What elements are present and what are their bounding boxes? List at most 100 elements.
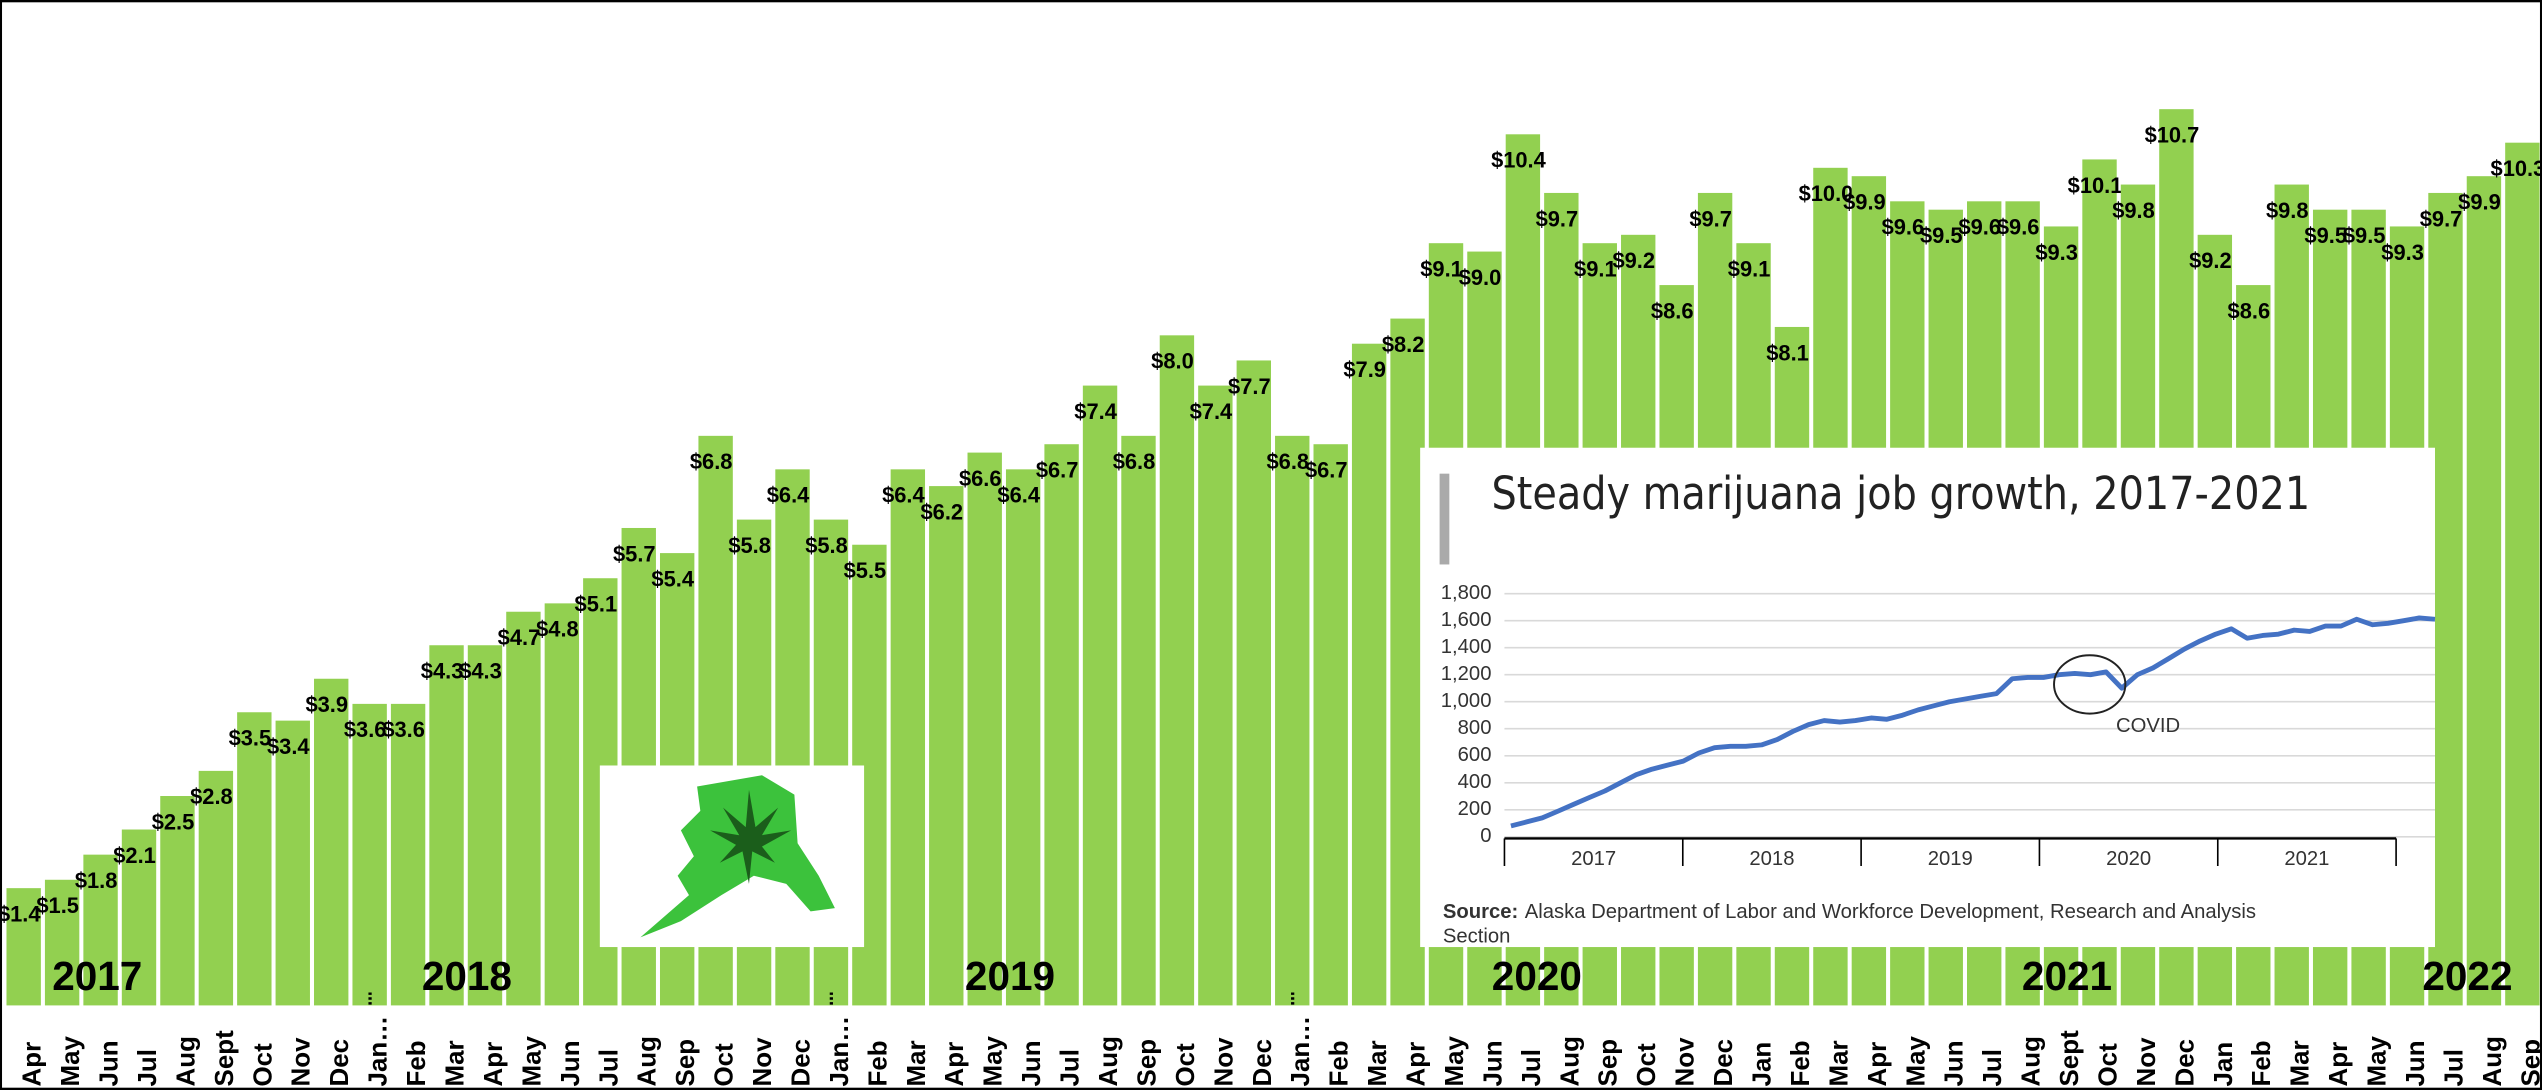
value-label: $9.7 [1689,206,1732,231]
x-tick-label: Sep [1133,1039,1161,1087]
value-label: $9.2 [2189,248,2232,273]
x-tick-label: May [1902,1035,1930,1086]
value-label: $4.7 [498,625,541,650]
value-label: $9.3 [2035,240,2078,265]
bar [1236,360,1271,1006]
source-label: Source: [1443,901,1518,923]
x-tick-label: Jul [2440,1049,2468,1086]
value-label: $7.4 [1074,399,1117,424]
x-tick-label: Nov [1672,1037,1700,1087]
x-tick-label: Sep [2517,1039,2542,1087]
value-label: $4.8 [536,617,579,642]
y-tick-label: 1,800 [1441,582,1492,604]
value-label: $2.8 [190,784,233,809]
value-label: $9.1 [1574,257,1617,282]
y-tick-label: 1,000 [1441,690,1492,712]
value-label: $6.7 [1305,458,1348,483]
value-label: $9.7 [2420,206,2463,231]
x-tick-label: Nov [288,1037,316,1087]
bar [1159,335,1195,1006]
value-label: $8.2 [1382,332,1425,357]
value-label: $6.4 [882,483,925,508]
bar [429,645,464,1006]
x-tick-label: Mar [1825,1040,1853,1086]
value-label: $9.1 [1728,257,1771,282]
x-tick-label: Jun [1018,1040,1046,1086]
x-tick-label: Jan… [826,1016,854,1087]
x-tick-label: Dec [1249,1039,1277,1087]
x-tick-label: 2020 [2106,848,2151,870]
value-label: $5.8 [728,533,771,558]
x-tick-label: Jun [2402,1040,2430,1086]
x-tick-label: Aug [172,1036,200,1086]
bar [1121,435,1156,1006]
y-tick-label: 1,400 [1441,636,1492,658]
x-tick-label: Apr [2325,1042,2353,1087]
value-label: $5.7 [613,541,656,566]
bar [121,829,157,1006]
bar [1198,385,1233,1006]
x-tick-label: Apr [941,1042,969,1087]
year-label: 2022 [2422,953,2512,999]
x-tick-label: Jan [2210,1042,2238,1087]
x-tick-label: Oct [1172,1043,1200,1087]
bar [44,879,80,1006]
value-label: $9.6 [1997,215,2040,240]
value-label: $7.9 [1343,357,1386,382]
value-label: $8.6 [1651,298,1694,323]
bar [275,720,310,1006]
value-label: $4.3 [421,659,464,684]
bar [83,854,118,1006]
x-tick-label: Oct [249,1043,277,1087]
x-tick-label: Nov [749,1037,777,1087]
value-label: $10.0 [1799,181,1854,206]
value-label: $10.3 [2491,156,2542,181]
inset-chart: Steady marijuana job growth, 2017-2021 0… [1420,447,2436,948]
source-text: Alaska Department of Labor and Workforce… [1525,901,2256,923]
bar [967,452,1002,1006]
value-label: $6.4 [767,483,810,508]
x-tick-label: Dec [326,1039,354,1087]
value-label: $3.5 [229,726,272,751]
value-label: $8.6 [2228,298,2271,323]
x-tick-label: Sept [211,1030,239,1087]
value-label: $7.7 [1228,374,1271,399]
value-label: $1.8 [75,868,118,893]
value-label: $3.6 [344,717,387,742]
value-label: $3.6 [382,717,425,742]
value-label: $9.7 [1536,206,1579,231]
value-label: $9.6 [1882,215,1925,240]
value-label: $9.5 [2343,223,2386,248]
bar [2466,176,2502,1006]
value-label: $9.1 [1420,257,1463,282]
x-tick-label: Apr [19,1042,47,1087]
bar [1044,444,1079,1006]
value-label: $8.0 [1151,349,1194,374]
x-tick-label: Jul [1979,1049,2007,1086]
y-tick-label: 400 [1458,771,1492,793]
x-tick-label: Aug [1556,1036,1584,1086]
y-tick-label: 0 [1480,825,1491,847]
x-tick-label: Jul [134,1049,162,1086]
value-label: $9.9 [1843,190,1886,215]
x-tick-label: Dec [787,1039,815,1087]
value-label: $9.8 [2112,198,2155,223]
year-label: 2020 [1492,953,1582,999]
value-label: $6.7 [1036,458,1079,483]
bar [1005,469,1041,1006]
x-tick-label: Feb [403,1040,431,1086]
bar [198,770,234,1006]
x-tick-label: Dec [2171,1039,2199,1087]
y-tick-label: 1,600 [1441,609,1492,631]
value-label: $3.9 [305,692,348,717]
x-tick-label: Jun [1479,1040,1507,1086]
y-tick-label: 200 [1458,798,1492,820]
bar [237,712,272,1006]
value-label: $6.8 [1113,449,1156,474]
value-label: $9.5 [2304,223,2347,248]
x-tick-label: Aug [1095,1036,1123,1086]
y-tick-label: 800 [1458,717,1492,739]
line-series [1510,615,2436,829]
